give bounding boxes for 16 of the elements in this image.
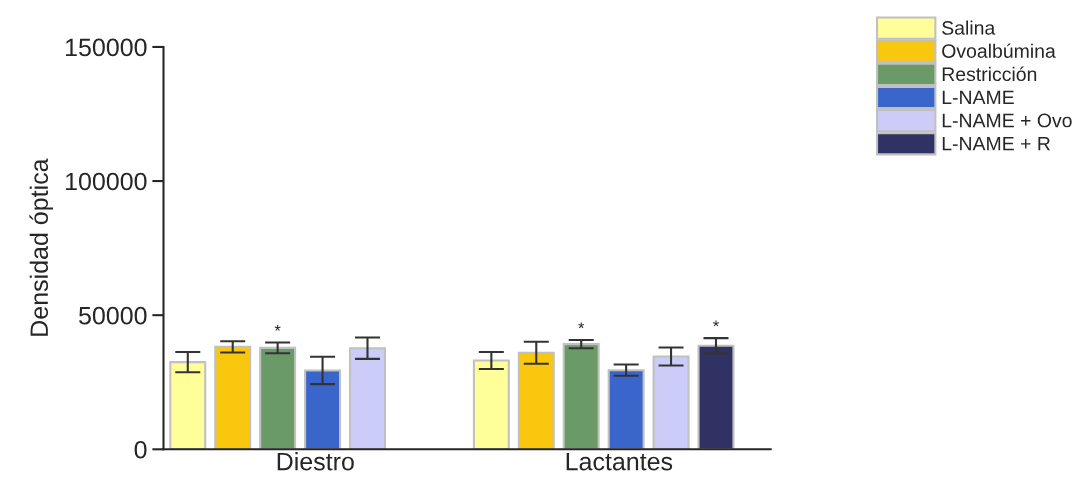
data-label: *: [713, 320, 719, 327]
legend-label: L-NAME: [942, 90, 1014, 105]
legend-label: L-NAME + Ovo: [942, 113, 1072, 128]
y-tick-label: 0: [134, 440, 147, 459]
legend-label: L-NAME + R: [942, 136, 1050, 151]
y-tick-label: 50000: [79, 306, 147, 325]
data-label: *: [578, 322, 585, 329]
y-tick-label: 100000: [66, 172, 147, 191]
data-label: *: [274, 324, 281, 331]
y-axis-title: Densidad óptica: [29, 158, 53, 336]
x-tick-label: Diestro: [277, 452, 354, 471]
legend-label: Restricción: [942, 66, 1037, 82]
y-tick-label: 150000: [66, 38, 147, 57]
legend-label: Ovoalbúmina: [942, 43, 1056, 58]
legend-label: Salina: [942, 20, 996, 35]
x-tick-label: Lactantes: [566, 453, 673, 471]
